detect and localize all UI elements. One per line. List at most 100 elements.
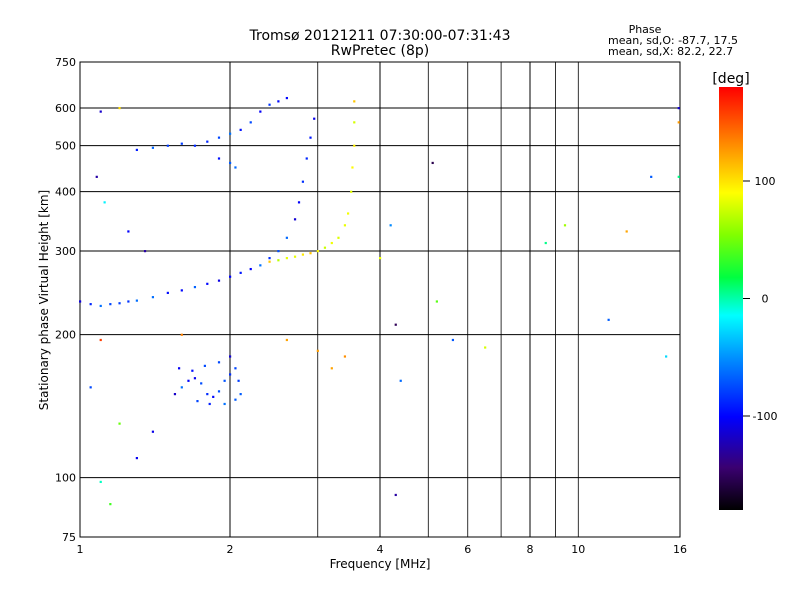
data-point: [118, 302, 121, 305]
data-point: [217, 279, 221, 282]
data-point: [180, 289, 183, 292]
data-point: [223, 379, 226, 382]
data-point: [79, 300, 82, 303]
data-point: [313, 117, 316, 120]
y-tick-label: 750: [55, 56, 76, 69]
data-point: [127, 230, 130, 233]
y-tick-label: 200: [55, 329, 76, 342]
data-point: [191, 369, 194, 372]
x-tick-label: 2: [227, 543, 234, 556]
data-point: [544, 241, 547, 245]
y-tick-label: 500: [55, 140, 76, 153]
data-point: [109, 503, 112, 506]
chart-subtitle: RwPretec (8p): [331, 43, 429, 59]
data-point: [151, 430, 155, 433]
y-tick-label: 400: [55, 186, 76, 199]
data-point: [316, 349, 319, 352]
data-point: [285, 257, 288, 260]
data-point: [217, 157, 221, 160]
data-point: [196, 400, 199, 403]
data-point: [229, 373, 232, 376]
phase-stats-x: mean, sd,X: 82.2, 22.7: [608, 45, 733, 58]
axis-ticks: 1 2 4 6 8 10 16 75 100 200 300 400 500 600 750: [55, 56, 687, 556]
data-points: [79, 96, 680, 506]
data-point: [316, 250, 319, 253]
data-point: [301, 253, 305, 256]
data-point: [677, 175, 680, 178]
x-tick-label: 16: [673, 543, 687, 556]
data-point: [353, 144, 356, 147]
data-point: [239, 271, 242, 274]
data-point: [379, 257, 382, 260]
data-point: [118, 107, 121, 110]
data-point: [309, 252, 312, 255]
data-point: [135, 299, 138, 302]
data-point: [249, 267, 252, 271]
data-point: [677, 107, 680, 110]
data-point: [151, 146, 155, 149]
x-tick-label: 6: [464, 543, 471, 556]
x-tick-label: 8: [527, 543, 534, 556]
data-point: [89, 303, 92, 306]
data-point: [563, 224, 567, 227]
data-point: [301, 180, 305, 183]
chart-title: Tromsø 20121211 07:30:00-07:31:43: [249, 28, 511, 44]
data-point: [330, 241, 333, 245]
data-point: [103, 201, 106, 204]
data-point: [337, 236, 340, 239]
data-point: [135, 456, 138, 460]
data-point: [203, 364, 206, 367]
data-point: [109, 303, 112, 306]
data-point: [208, 402, 211, 406]
data-point: [277, 250, 280, 253]
data-point: [166, 291, 169, 295]
data-point: [351, 166, 354, 169]
data-point: [239, 128, 242, 131]
data-point: [217, 136, 221, 139]
data-point: [394, 493, 397, 497]
data-point: [293, 255, 297, 258]
data-point: [212, 395, 215, 398]
data-point: [285, 96, 288, 100]
data-point: [234, 166, 237, 169]
y-axis-label: Stationary phase Virtual Height [km]: [37, 190, 51, 410]
data-point: [665, 355, 668, 358]
data-point: [229, 355, 232, 358]
data-point: [229, 275, 232, 278]
data-point: [249, 121, 252, 124]
data-point: [625, 230, 628, 233]
data-point: [193, 144, 197, 147]
data-point: [99, 304, 102, 308]
data-point: [268, 257, 271, 260]
data-point: [99, 338, 102, 342]
data-point: [200, 382, 203, 385]
data-point: [229, 132, 232, 135]
data-point: [353, 121, 356, 124]
data-point: [268, 103, 271, 106]
y-tick-label: 100: [55, 472, 76, 485]
data-point: [206, 393, 209, 396]
data-point: [305, 157, 308, 160]
data-point: [451, 338, 455, 342]
data-point: [343, 224, 347, 227]
data-point: [297, 201, 301, 204]
data-point: [217, 390, 221, 393]
data-point: [217, 361, 221, 364]
colorbar-tick-label: 0: [762, 293, 769, 306]
colorbar-tick-label: 100: [755, 175, 776, 188]
data-point: [99, 480, 102, 484]
data-point: [346, 212, 350, 215]
data-point: [285, 236, 288, 239]
data-point: [389, 224, 392, 227]
data-point: [330, 367, 333, 370]
data-point: [127, 300, 130, 303]
data-point: [309, 136, 312, 139]
data-point: [259, 264, 262, 267]
data-point: [135, 148, 138, 152]
data-point: [223, 402, 226, 406]
data-point: [234, 398, 237, 401]
x-tick-label: 1: [77, 543, 84, 556]
data-point: [229, 161, 232, 165]
data-point: [431, 161, 434, 165]
data-point: [180, 142, 183, 145]
